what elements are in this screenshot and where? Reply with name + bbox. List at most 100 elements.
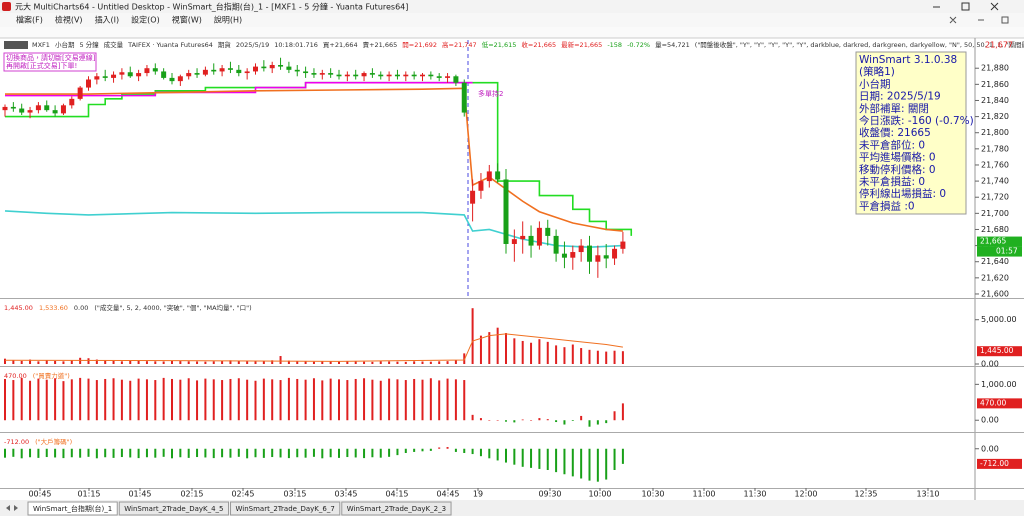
last-price-tag: [977, 236, 1022, 247]
power-bar: [87, 378, 90, 421]
chips-bar: [338, 448, 340, 458]
chips-bar: [62, 448, 65, 459]
y-tick-label: 21,860: [981, 80, 1009, 89]
notice-text: 切換商品，請切斷[交易連線]: [6, 53, 96, 62]
last-price-tag-label: 21,665: [980, 237, 1006, 246]
tab[interactable]: [230, 501, 341, 516]
tab[interactable]: [118, 501, 230, 516]
indicator-line: [5, 81, 473, 97]
notice-box: [3, 52, 97, 72]
volume-bar: [246, 361, 249, 364]
y-tick-label: 0.00: [981, 444, 999, 453]
power-bar: [605, 420, 608, 424]
candle-body: [311, 73, 317, 75]
chips-bar: [271, 448, 274, 458]
x-tick-label: 11:00: [692, 490, 715, 499]
power-bar: [429, 378, 432, 421]
tab-arrows: [6, 505, 18, 511]
volume-bar: [346, 361, 349, 364]
chips-bar: [379, 448, 382, 458]
power-bar: [505, 420, 507, 422]
volume-bar: [279, 356, 282, 364]
x-tick-label: 09:30: [538, 490, 561, 499]
power-bar: [463, 380, 466, 421]
power-bar: [379, 380, 382, 421]
header-text: 小台期: [55, 40, 75, 49]
candle-body: [52, 110, 58, 114]
power-bar: [479, 418, 482, 421]
candle-body: [286, 66, 292, 70]
candle-body: [127, 72, 133, 77]
tab-label: WinSmart_2Trade_DayK_2_3: [347, 505, 446, 513]
menu-item[interactable]: 插入(I): [95, 16, 120, 25]
candle-body: [227, 68, 233, 70]
volume-bar: [145, 361, 148, 364]
maximize-button[interactable]: [961, 2, 970, 11]
candle-body: [261, 66, 267, 69]
y-tick-label: 1,000.00: [981, 380, 1017, 389]
candle-body: [428, 74, 434, 77]
power-bar: [45, 379, 48, 421]
chips-bar: [171, 448, 173, 459]
power-bar: [488, 420, 491, 421]
menu-item[interactable]: 視窗(W): [172, 15, 202, 25]
x-tick-label: 04:45: [436, 490, 459, 499]
power-bar: [95, 380, 98, 421]
x-tick-label: 04:15: [385, 490, 408, 499]
close-button[interactable]: [990, 2, 999, 11]
volume-bar: [329, 361, 332, 364]
info-line: 今日漲跌: -160 (-0.7%): [859, 114, 974, 127]
power-bar: [179, 379, 182, 421]
chips-bar: [221, 448, 224, 458]
info-line: 日期: 2025/5/19: [859, 91, 941, 103]
volume-bar: [12, 360, 15, 364]
menu-item[interactable]: 說明(H): [214, 15, 242, 25]
candle-body: [236, 69, 242, 74]
power-bar: [62, 381, 65, 421]
candle-body: [394, 74, 400, 77]
x-tick-label: 11:30: [743, 490, 766, 499]
chips-bar: [555, 448, 558, 473]
chips-bar: [120, 448, 123, 458]
power-bar: [12, 380, 15, 421]
x-tick-label: 03:15: [283, 490, 306, 499]
volume-bar: [237, 360, 240, 364]
chips-bar: [204, 448, 207, 458]
chips-bar: [179, 448, 182, 458]
chips-bar: [79, 448, 82, 458]
volume-bar: [471, 308, 474, 364]
y-tick-label: 21,780: [981, 144, 1009, 153]
tab[interactable]: [341, 501, 452, 516]
menu-item[interactable]: 檢視(V): [55, 15, 83, 25]
pane-header: ("買賣力道"): [33, 371, 70, 380]
power-bar: [388, 378, 391, 421]
power-bar: [129, 380, 132, 421]
volume-bar: [379, 361, 382, 364]
tab[interactable]: [27, 501, 118, 516]
candle-body: [27, 110, 33, 113]
candle-body: [578, 245, 584, 253]
volume-bar: [413, 361, 416, 364]
x-tick-label: 01:15: [77, 490, 100, 499]
power-bar: [37, 378, 40, 421]
menu-item[interactable]: 檔案(F): [16, 15, 43, 25]
chips-bar: [413, 448, 416, 452]
volume-bar: [546, 341, 549, 364]
candle-body: [294, 69, 300, 72]
candle-body: [361, 73, 367, 77]
menu-item[interactable]: 設定(O): [131, 15, 160, 25]
power-bar: [613, 411, 616, 421]
candle-body: [144, 68, 150, 74]
candle-body: [478, 181, 484, 191]
candle-body: [303, 71, 309, 74]
top-price-tag: 21,677: [985, 41, 1013, 50]
mdi-controls[interactable]: [949, 16, 1009, 24]
last-value-tag: [977, 346, 1022, 357]
volume-bar: [371, 361, 374, 364]
chips-bar: [254, 448, 257, 458]
volume-bar: [438, 361, 441, 364]
volume-bar: [29, 359, 32, 364]
candle-body: [620, 241, 626, 249]
